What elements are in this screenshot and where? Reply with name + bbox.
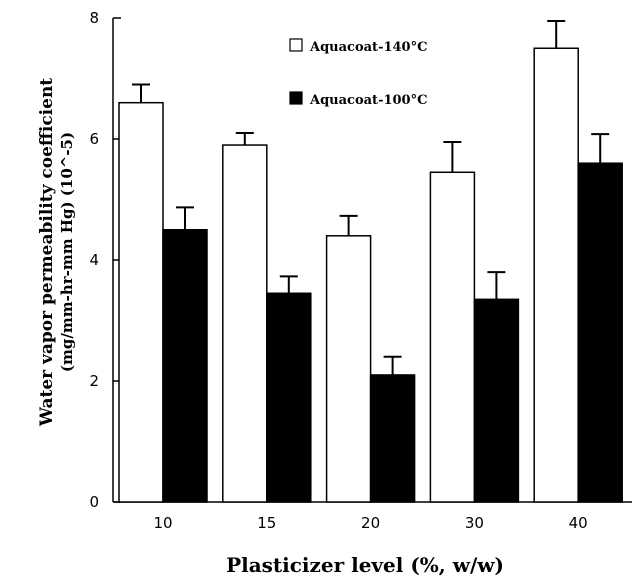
legend-label-100: Aquacoat-100°C <box>309 93 427 108</box>
bar-1-1 <box>267 293 311 502</box>
bar-1-3 <box>474 299 518 502</box>
y-tick-label-2: 4 <box>89 251 99 269</box>
y-tick-label-3: 6 <box>89 130 99 148</box>
y-tick-label-0: 0 <box>89 493 99 511</box>
legend-swatch-140 <box>290 39 302 51</box>
x-tick-label-3: 30 <box>465 514 484 532</box>
bar-1-2 <box>371 375 415 502</box>
bar-0-4 <box>534 48 578 502</box>
bar-0-1 <box>223 145 267 502</box>
bar-0-3 <box>430 172 474 502</box>
bar-0-0 <box>119 103 163 502</box>
y-axis-title-line2: (mg/mm-hr-mm Hg) (10^-5) <box>58 132 76 372</box>
legend: Aquacoat-140°C Aquacoat-100°C <box>290 39 427 108</box>
legend-label-140: Aquacoat-140°C <box>309 40 427 55</box>
x-tick-label-2: 20 <box>361 514 380 532</box>
x-tick-label-0: 10 <box>153 514 172 532</box>
y-tick-label-4: 8 <box>89 9 99 27</box>
x-axis-title: Plasticizer level (%, w/w) <box>226 553 504 577</box>
x-tick-label-4: 40 <box>569 514 588 532</box>
bar-0-2 <box>327 236 371 502</box>
legend-swatch-100 <box>290 92 302 104</box>
y-axis-title-line1: Water vapor permeability coefficient <box>37 78 57 427</box>
bar-1-4 <box>578 163 622 502</box>
bar-1-0 <box>163 230 207 502</box>
y-tick-label-1: 2 <box>89 372 99 390</box>
chart-marks: 0 2 4 6 8 10 15 20 30 40 <box>89 9 622 532</box>
x-tick-label-1: 15 <box>257 514 276 532</box>
